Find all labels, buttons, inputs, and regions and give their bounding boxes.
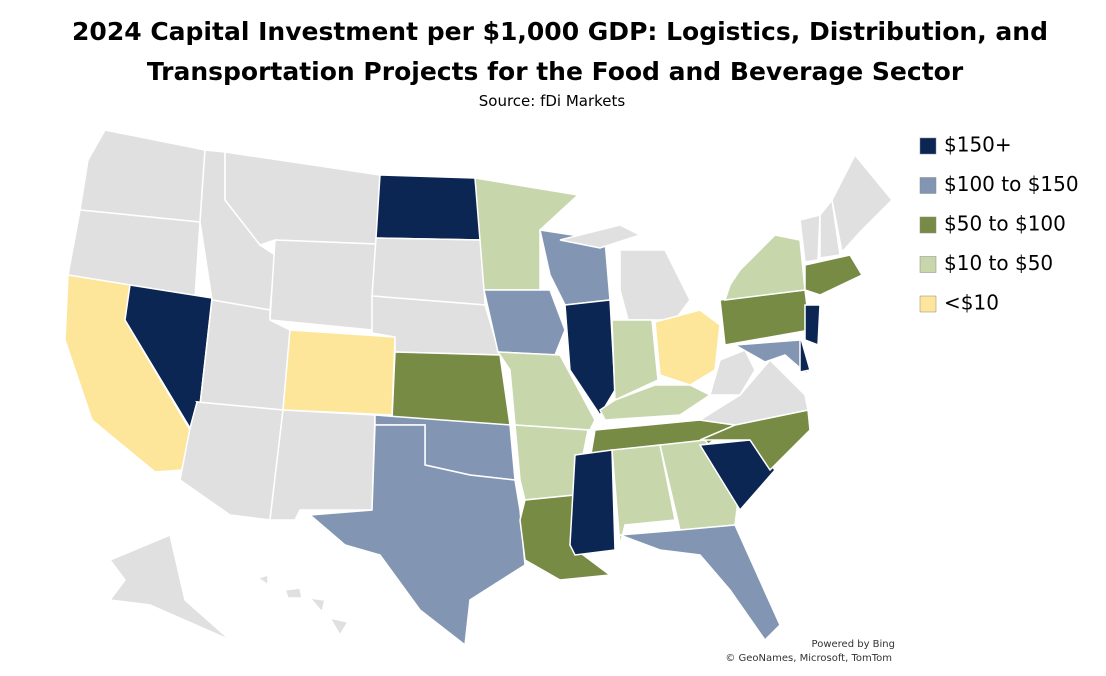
region	[564, 299, 616, 417]
region	[819, 198, 841, 259]
region	[559, 224, 642, 249]
legend-label: $50 to $100	[944, 212, 1066, 236]
legend-label: $10 to $50	[944, 251, 1053, 275]
region	[328, 616, 350, 637]
region	[308, 596, 326, 614]
region	[256, 573, 269, 587]
region	[108, 533, 231, 641]
legend-swatch	[919, 295, 937, 313]
region	[282, 329, 396, 416]
title: 2024 Capital Investment per $1,000 GDP: …	[72, 17, 1048, 46]
region	[709, 349, 756, 396]
region	[599, 384, 712, 421]
credit: © GeoNames, Microsoft, TomTom	[725, 653, 892, 664]
legend-swatch	[919, 216, 937, 234]
legend-label: $100 to $150	[944, 172, 1079, 196]
region	[799, 334, 811, 373]
region	[269, 239, 377, 331]
region	[391, 351, 511, 426]
states	[64, 129, 894, 647]
region	[804, 304, 821, 347]
region	[619, 249, 691, 321]
region	[569, 449, 616, 556]
legend-label: $150+	[944, 133, 1012, 157]
region	[375, 174, 483, 241]
region	[308, 424, 526, 647]
region	[611, 444, 676, 546]
region	[283, 587, 303, 599]
region	[483, 289, 566, 356]
region	[831, 153, 894, 254]
region	[698, 439, 776, 512]
region	[79, 129, 206, 223]
region	[474, 177, 580, 291]
region	[371, 237, 486, 306]
region	[804, 254, 864, 296]
legend: $150+ $100 to $150 $50 to $100 $10 to $50 <$…	[919, 133, 1079, 315]
region	[619, 524, 781, 642]
title: Transportation Projects for the Food and…	[147, 57, 964, 86]
credit: Powered by Bing	[812, 639, 895, 650]
region	[269, 409, 376, 521]
region	[799, 214, 821, 263]
legend-label: <$10	[944, 291, 999, 315]
region	[732, 339, 810, 378]
region	[654, 309, 721, 386]
region	[723, 234, 806, 301]
legend-swatch	[919, 177, 937, 194]
region	[224, 151, 381, 246]
legend-swatch	[919, 256, 937, 273]
region	[179, 401, 284, 521]
legend-swatch	[919, 137, 937, 155]
region	[611, 319, 659, 402]
region	[496, 351, 596, 431]
subtitle: Source: fDi Markets	[479, 92, 626, 110]
